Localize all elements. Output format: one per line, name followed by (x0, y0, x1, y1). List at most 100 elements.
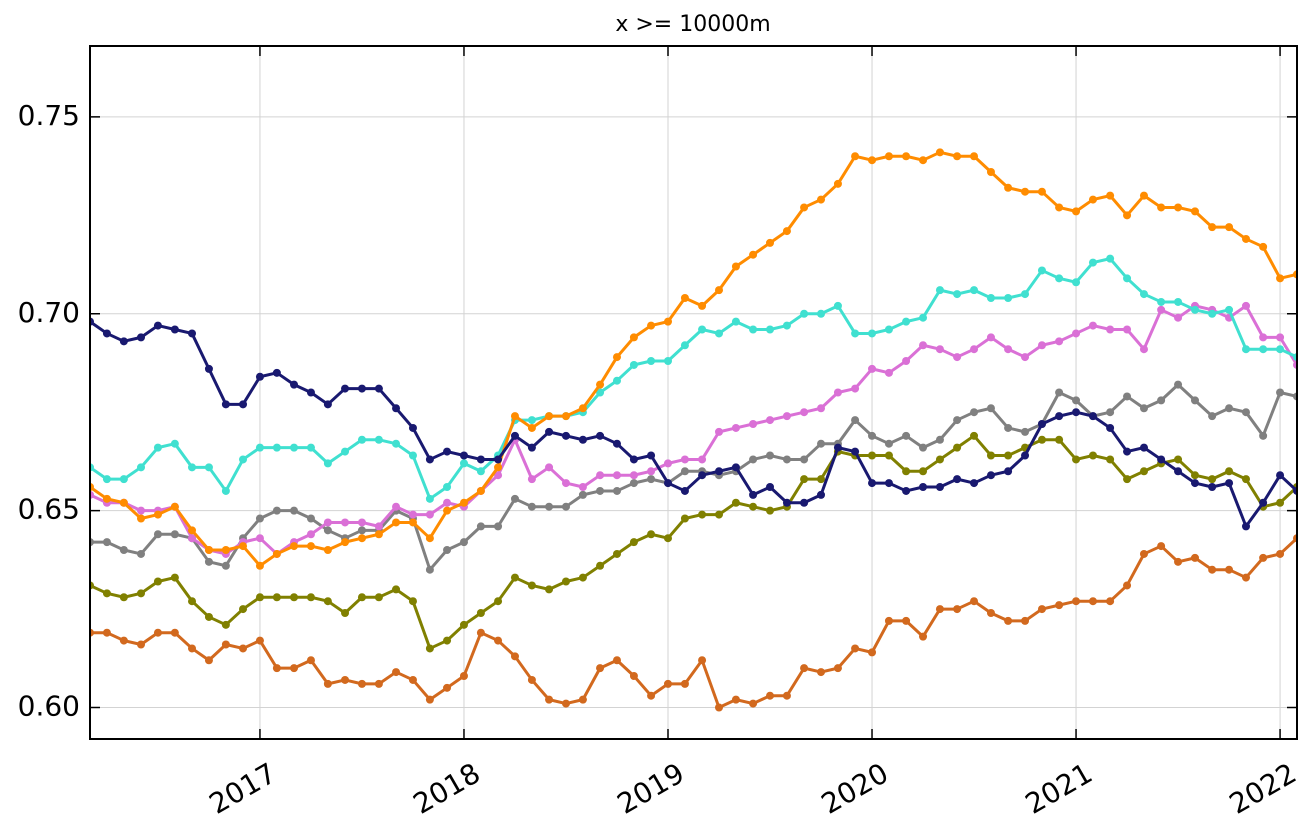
marker (749, 699, 758, 708)
marker (1174, 557, 1183, 566)
marker (851, 644, 860, 653)
x-tick-label: 2019 (612, 756, 690, 815)
marker (612, 471, 621, 480)
marker (510, 431, 519, 440)
marker (408, 518, 417, 527)
marker (290, 664, 299, 673)
marker (935, 435, 944, 444)
marker (680, 467, 689, 476)
marker (970, 479, 979, 488)
marker (188, 644, 197, 653)
marker (425, 565, 434, 574)
marker (1241, 345, 1250, 354)
marker (986, 168, 995, 176)
marker (204, 656, 213, 665)
marker (919, 483, 928, 491)
marker (902, 431, 911, 440)
line (90, 320, 1297, 528)
marker (1106, 597, 1115, 606)
marker (782, 455, 791, 464)
marker (1123, 392, 1132, 401)
marker (290, 542, 299, 551)
marker (1259, 553, 1268, 562)
line (90, 150, 1297, 568)
marker (392, 585, 401, 594)
marker (153, 321, 162, 330)
marker (494, 597, 503, 606)
marker (731, 317, 740, 326)
marker (357, 679, 366, 688)
marker (272, 506, 281, 515)
marker (1004, 616, 1013, 625)
marker (1259, 242, 1268, 251)
marker (698, 656, 707, 665)
marker (221, 640, 230, 649)
marker (851, 152, 860, 161)
marker (1157, 396, 1166, 405)
marker (953, 152, 962, 161)
marker (408, 597, 417, 606)
marker (715, 286, 724, 295)
marker (392, 502, 401, 511)
marker (425, 534, 434, 543)
line (90, 537, 1297, 709)
marker (715, 427, 724, 436)
marker (188, 329, 197, 338)
marker (1055, 601, 1064, 610)
marker (800, 408, 809, 417)
marker (800, 203, 809, 212)
marker (323, 546, 332, 554)
marker (817, 475, 826, 484)
marker (749, 250, 758, 259)
marker (953, 416, 962, 425)
marker (137, 514, 146, 523)
marker (884, 479, 893, 488)
marker (986, 609, 995, 617)
marker (239, 455, 248, 464)
marker (970, 408, 979, 417)
marker (680, 486, 689, 495)
marker (1072, 408, 1081, 417)
marker (443, 546, 452, 554)
marker (119, 546, 128, 554)
marker (596, 486, 605, 495)
marker (545, 412, 554, 421)
marker (1241, 301, 1250, 310)
marker (323, 400, 332, 409)
marker (612, 656, 621, 665)
marker (868, 156, 877, 165)
marker (170, 530, 179, 539)
marker (919, 156, 928, 165)
marker (392, 439, 401, 448)
marker (919, 467, 928, 476)
marker (1259, 431, 1268, 440)
marker (425, 455, 434, 464)
y-tick-label: 0.70 (18, 296, 80, 329)
marker (1123, 475, 1132, 484)
marker (323, 679, 332, 688)
series (90, 534, 1297, 712)
marker (1276, 388, 1285, 397)
marker (153, 530, 162, 539)
marker (1139, 443, 1148, 452)
marker (341, 538, 350, 547)
marker (545, 502, 554, 511)
marker (919, 443, 928, 452)
marker (817, 195, 826, 204)
marker (1241, 234, 1250, 243)
marker (443, 636, 452, 645)
marker (119, 593, 128, 602)
marker (527, 443, 536, 452)
marker (476, 486, 485, 495)
marker (204, 463, 213, 472)
marker (680, 514, 689, 523)
marker (935, 286, 944, 295)
marker (902, 317, 911, 326)
marker (766, 416, 775, 425)
marker (357, 435, 366, 444)
marker (357, 593, 366, 602)
marker (1208, 565, 1217, 574)
marker (221, 546, 230, 554)
marker (986, 451, 995, 460)
marker (782, 498, 791, 507)
